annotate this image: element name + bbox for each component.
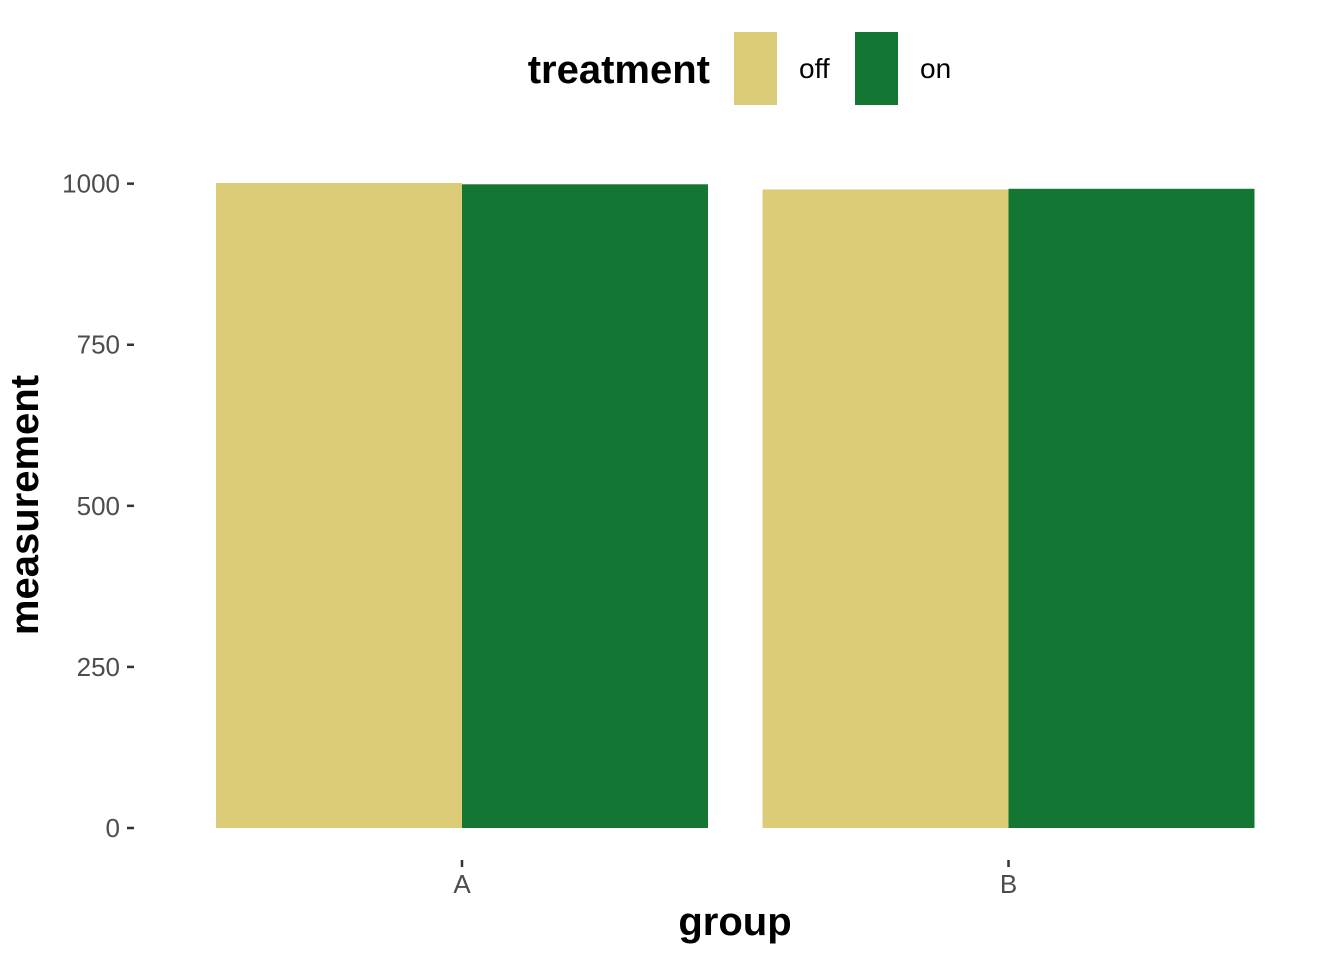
y-tick-label: 750 [77,330,120,360]
legend: treatment off on [528,32,951,105]
legend-label-on: on [920,53,951,84]
y-axis-title: measurement [3,375,47,635]
y-tick-label: 500 [77,491,120,521]
y-axis: 0 250 500 750 1000 [62,169,134,843]
x-tick-label: B [1000,869,1017,899]
x-tick-label: A [453,869,471,899]
y-tick-label: 1000 [62,169,120,199]
bar-B-off [762,189,1009,829]
legend-key-on [855,32,898,105]
legend-label-off: off [799,53,830,84]
y-tick-label: 0 [106,813,120,843]
bar-A-off [216,183,462,828]
bar-B-on [1008,188,1255,828]
y-tick-label: 250 [77,652,120,682]
legend-key-off [734,32,777,105]
bar-A-on [462,184,708,829]
x-axis-title: group [678,900,791,944]
bars-group [216,183,1255,829]
legend-title: treatment [528,48,710,92]
